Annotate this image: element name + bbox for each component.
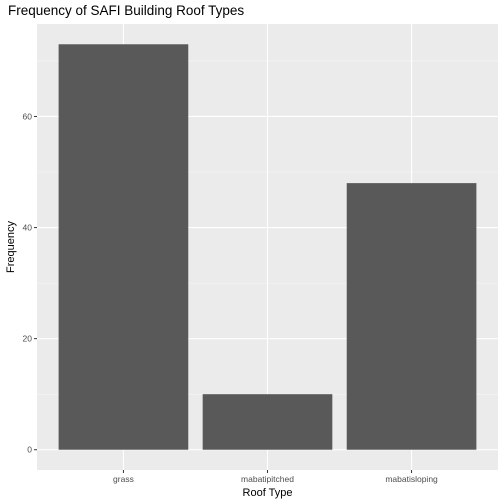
x-tick-label: grass	[113, 474, 134, 484]
y-tick-label: 40	[23, 223, 33, 233]
x-axis-label: Roof Type	[243, 487, 293, 499]
chart-title: Frequency of SAFI Building Roof Types	[8, 3, 244, 18]
bar-grass	[58, 44, 189, 450]
y-tick-label: 0	[27, 445, 32, 455]
x-axis: grass mabatipitched mabatisloping	[113, 470, 438, 484]
bar-mabatisloping	[346, 183, 477, 450]
bars	[58, 44, 477, 450]
y-axis-label: Frequency	[5, 221, 17, 273]
bar-mabatipitched	[202, 394, 333, 450]
y-axis: 0 20 40 60	[23, 111, 37, 455]
y-tick-label: 20	[23, 334, 33, 344]
x-tick-label: mabatipitched	[241, 474, 294, 484]
y-tick-label: 60	[23, 111, 33, 121]
x-tick-label: mabatisloping	[385, 474, 438, 484]
